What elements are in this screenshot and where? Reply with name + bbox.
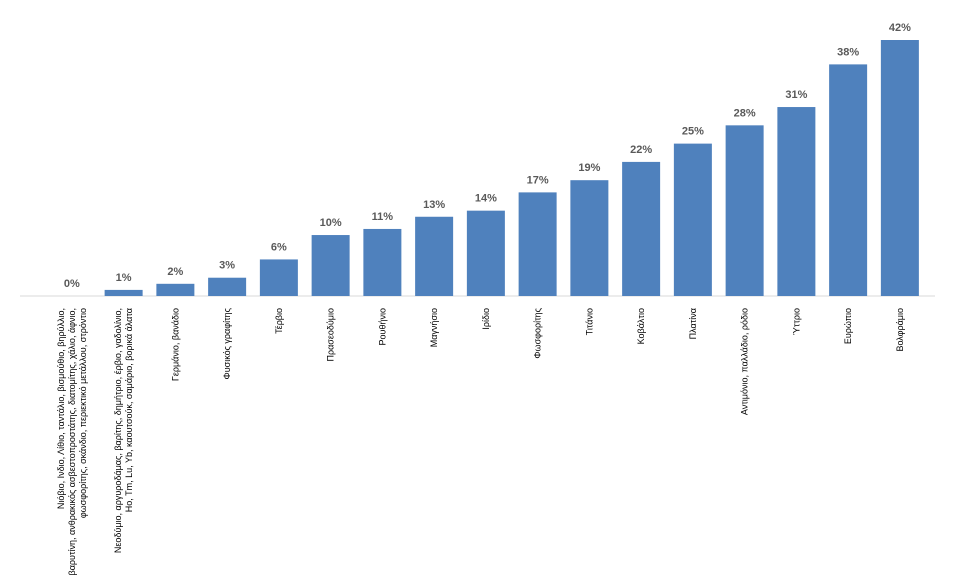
x-tick-label: Πλατίνα [688,308,698,339]
x-tick-label: Φυσικός γραφίτης [222,307,232,379]
x-tick-label-line: Πλατίνα [688,308,698,339]
x-tick-label-line: Ευρώπιο [843,308,853,344]
x-tick-label-line: φωσφορίτης, σκάνδιο, περιεκτικό μετάλλου… [78,308,88,518]
bar [208,277,247,296]
x-tick-label-line: Νεοδύμιο, αργυροδάμας, βαρίτης, δημήτριο… [113,308,123,553]
x-tick-label: Τέρβιο [274,308,284,334]
value-label: 11% [372,211,394,223]
value-label: 14% [475,193,497,205]
x-tick-label: Ιρίδιο [481,308,491,330]
x-tick-label-line: Ύττριο [791,308,801,335]
x-tick-label-line: Τέρβιο [274,308,284,334]
value-label: 2% [167,266,183,278]
x-tick-label: Μαγνήσιο [429,308,439,347]
x-tick-label-line: Ho, Tm, Lu, Yb, καουτσούκ, σαμάριο, βορι… [124,308,134,512]
bar [829,64,868,296]
x-tick-label: Νιόβιο, Ινδιο, Λίθιο, ταντάλιο, βισμούθι… [56,308,88,575]
value-label: 13% [423,199,445,211]
bar [363,228,402,296]
x-tick-label-line: Κοβάλτιο [636,308,646,344]
bar [673,143,712,296]
x-tick-label-line: Τιτάνιο [584,308,594,335]
x-tick-label-line: Γερμάνιο, βανάδιο [170,308,180,381]
bar [259,259,298,296]
x-tick-label: Τιτάνιο [584,308,594,335]
x-tick-label: Ρουθήνιο [377,308,387,345]
value-label: 31% [785,89,807,101]
bar [415,216,454,296]
value-label: 10% [320,217,342,229]
x-tick-label: Γερμάνιο, βανάδιο [170,308,180,381]
bar [466,210,505,296]
x-tick-label-line: Βολφράμιο [895,308,905,352]
value-label: 6% [271,241,287,253]
value-label: 28% [734,107,756,119]
x-tick-label: Ύττριο [791,308,801,335]
x-tick-label-line: βαρυτίνη, ανθρακικός ασβεστοπροστάτης, δ… [67,308,77,575]
x-tick-label-line: Φυσικός γραφίτης [222,307,232,379]
value-label: 42% [889,22,911,34]
x-tick-label: Φωσφορίτης [533,307,543,358]
bar [880,40,919,296]
bar [156,283,195,296]
x-tick-label: Βολφράμιο [895,308,905,352]
value-label: 25% [682,126,704,138]
bar [104,289,143,296]
x-tick-label-line: Φωσφορίτης [533,307,543,358]
value-label: 22% [630,144,652,156]
bar [777,107,816,296]
bar [311,235,350,296]
bar [622,161,661,296]
x-tick-label: Ευρώπιο [843,308,853,344]
x-tick-label-line: Μαγνήσιο [429,308,439,347]
value-label: 1% [116,272,132,284]
value-label: 17% [527,174,549,186]
x-tick-label: Αντιμόνιο, παλλάδιο, ρόδιο [740,308,750,415]
x-tick-label: Πρασεοδύμιο [326,308,336,362]
bar [570,180,609,296]
x-tick-label-line: Ιρίδιο [481,308,491,330]
value-label: 19% [578,162,600,174]
bar [725,125,764,296]
x-tick-label: Νεοδύμιο, αργυροδάμας, βαρίτης, δημήτριο… [113,308,134,553]
x-tick-label-line: Αντιμόνιο, παλλάδιο, ρόδιο [740,308,750,415]
value-label: 0% [64,278,80,290]
value-label: 38% [837,46,859,58]
x-tick-label-line: Ρουθήνιο [377,308,387,345]
value-label: 3% [219,260,235,272]
x-tick-label-line: Νιόβιο, Ινδιο, Λίθιο, ταντάλιο, βισμούθι… [56,308,66,509]
x-tick-label-line: Πρασεοδύμιο [326,308,336,362]
x-tick-label: Κοβάλτιο [636,308,646,344]
bar [518,192,557,296]
